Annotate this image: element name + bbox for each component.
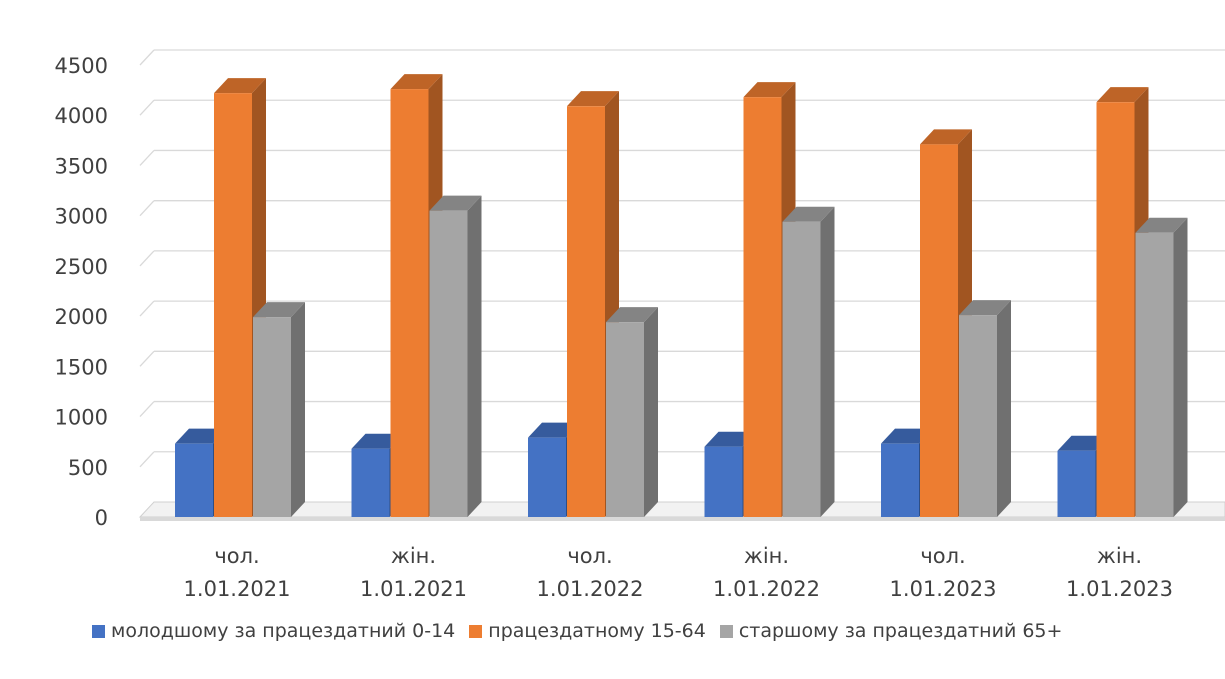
gridline-diagonal [139, 300, 155, 317]
category-label: жін. [1097, 544, 1142, 568]
category-label: 1.01.2021 [360, 577, 467, 601]
bar-top [1096, 87, 1149, 103]
x-axis-categories: чол. 1.01.2021 жін. 1.01.2021 чол. 1.01.2022 ж… [184, 544, 1173, 601]
bar-front [1096, 102, 1135, 518]
legend-label: працездатному 15-64 [488, 620, 706, 642]
bar-top [567, 91, 619, 107]
bar-top [606, 307, 658, 323]
legend: молодшому за працездатний 0-14 працездатн… [92, 616, 1076, 646]
bar-side [1173, 217, 1188, 517]
category-label: чол. [567, 544, 612, 568]
bar-front [351, 448, 390, 517]
gridline-diagonal [139, 200, 155, 217]
y-tick-label: 1000 [55, 406, 108, 430]
bar [959, 300, 1011, 517]
bar [1135, 217, 1188, 517]
bar-front [704, 446, 743, 517]
bar [606, 307, 658, 517]
y-tick-label: 3500 [55, 154, 108, 178]
bar-top [782, 206, 835, 222]
category-label: жін. [391, 544, 436, 568]
legend-swatch [469, 624, 483, 638]
y-tick-label: 4500 [55, 54, 108, 78]
gridline-diagonal [139, 250, 155, 267]
category-label: 1.01.2021 [184, 577, 291, 601]
bar-front [429, 210, 468, 517]
bar-front [528, 437, 566, 517]
bar [253, 302, 305, 517]
bar-front [606, 322, 644, 517]
bar-top [920, 129, 972, 145]
legend-label: молодшому за працездатний 0-14 [111, 620, 456, 642]
y-tick-label: 4000 [55, 104, 108, 128]
bar [782, 206, 835, 517]
gridline-diagonal [139, 99, 155, 116]
bar-top [390, 74, 443, 90]
bar-top [253, 302, 305, 318]
bar-top [214, 78, 266, 94]
gridline-diagonal [139, 451, 155, 468]
bar-front [881, 443, 919, 517]
y-tick-label: 2000 [55, 305, 108, 329]
legend-item: старшому за працездатний 65+ [719, 620, 1063, 642]
y-tick-label: 0 [95, 506, 108, 530]
y-tick-label: 3000 [55, 205, 108, 229]
category-label: 1.01.2023 [1066, 577, 1173, 601]
legend-swatch [719, 624, 733, 638]
gridline-diagonal [139, 150, 155, 166]
gridline-diagonal [139, 350, 155, 367]
bar-front [920, 144, 958, 517]
legend-swatch [92, 624, 105, 638]
bar-front [253, 317, 291, 517]
gridline-diagonal [139, 401, 155, 417]
bar-front [390, 89, 429, 518]
category-label: жін. [744, 544, 789, 568]
bar-front [567, 106, 605, 517]
bar-side [997, 300, 1011, 517]
bar-side [467, 195, 482, 517]
gridline-diagonal [139, 49, 155, 66]
bar-top [959, 300, 1011, 316]
floor-edge [140, 517, 1225, 521]
y-axis-ticks: 0 500 1000 1500 2000 2500 3000 3500 4000 4500 [55, 54, 108, 530]
y-tick-label: 1500 [55, 355, 108, 379]
bar-top [1135, 217, 1188, 233]
bar-front [743, 97, 782, 518]
y-tick-label: 500 [68, 456, 108, 480]
bar-top [429, 195, 482, 211]
bar-front [214, 93, 252, 517]
bar-top [743, 82, 796, 98]
legend-item: молодшому за працездатний 0-14 [92, 620, 455, 642]
bar-front [175, 443, 213, 517]
bar-side [291, 302, 305, 517]
bar-front [1135, 232, 1174, 517]
category-label: чол. [920, 544, 965, 568]
bars [175, 74, 1188, 518]
category-label: 1.01.2023 [890, 577, 997, 601]
bar-front [1057, 450, 1096, 517]
gridlines [139, 49, 1225, 468]
bar [429, 195, 482, 517]
category-label: 1.01.2022 [537, 577, 644, 601]
legend-label: старшому за працездатний 65+ [738, 620, 1063, 642]
y-tick-label: 2500 [55, 255, 108, 279]
category-label: 1.01.2022 [713, 577, 820, 601]
bar-side [820, 206, 835, 517]
bar-side [644, 307, 658, 517]
bar-front [782, 221, 821, 517]
legend-item: працездатному 15-64 [469, 620, 706, 642]
category-label: чол. [214, 544, 259, 568]
bar-front [959, 315, 997, 517]
